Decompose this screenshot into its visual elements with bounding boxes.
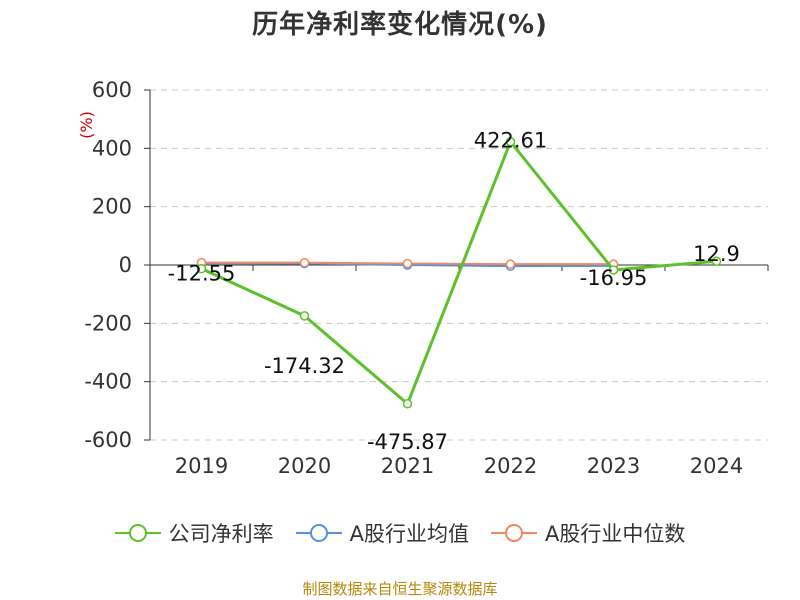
y-tick-label: 200	[92, 195, 132, 219]
x-tick-label: 2019	[175, 454, 228, 478]
y-tick-label: -400	[84, 370, 132, 394]
legend: 公司净利率 A股行业均值 A股行业中位数	[0, 518, 800, 548]
series-point-0	[299, 311, 310, 321]
data-label: -16.95	[580, 266, 648, 290]
legend-item-net-margin[interactable]: 公司净利率	[114, 518, 274, 548]
y-axis-unit: (%)	[77, 111, 96, 139]
series-line-0	[200, 140, 717, 406]
series-point-0	[608, 265, 619, 275]
series-point-0	[505, 136, 516, 147]
x-tick-label: 2024	[690, 454, 743, 478]
series-point-0	[402, 399, 413, 409]
chart-title: 历年净利率变化情况(%)	[252, 10, 548, 40]
series	[196, 136, 722, 409]
y-tick-label: 400	[92, 136, 132, 160]
data-label: 422.61	[474, 129, 547, 153]
legend-line-green-icon	[114, 524, 161, 542]
axes: 600 400 200 0 -200 -400 -600 2019 2020 2021 2022 20…	[77, 78, 769, 478]
data-label: -475.87	[367, 430, 448, 454]
x-tick-label: 2023	[587, 454, 640, 478]
data-label: -12.55	[168, 262, 236, 286]
series-point-2	[402, 258, 413, 269]
series-point-0	[196, 263, 207, 274]
x-tick-label: 2022	[484, 454, 537, 478]
y-tick-label: 600	[92, 78, 132, 102]
series-point-2	[299, 257, 310, 268]
x-tick-label: 2020	[278, 454, 331, 478]
legend-line-orange-icon	[491, 524, 537, 542]
legend-label-industry-median: A股行业中位数	[545, 522, 686, 546]
legend-label-industry-avg: A股行业均值	[349, 522, 469, 546]
data-labels: -12.55 -174.32 -475.87 422.61 -16.95 12.9	[168, 129, 740, 454]
grid-lines	[150, 89, 768, 441]
legend-item-industry-median[interactable]: A股行业中位数	[491, 518, 685, 548]
y-tick-label: 0	[119, 253, 132, 277]
legend-label-net-margin: 公司净利率	[168, 522, 274, 546]
y-tick-label: -200	[84, 311, 132, 335]
x-tick-label: 2021	[381, 454, 434, 478]
y-tick-label: -600	[84, 428, 132, 452]
series-point-0	[711, 256, 722, 266]
series-point-2	[505, 259, 516, 269]
legend-item-industry-avg[interactable]: A股行业均值	[295, 518, 469, 548]
data-label: 12.9	[693, 242, 740, 266]
source-note: 制图数据来自恒生聚源数据库	[302, 580, 498, 598]
legend-line-blue-icon	[295, 524, 342, 542]
data-label: -174.32	[264, 354, 345, 378]
